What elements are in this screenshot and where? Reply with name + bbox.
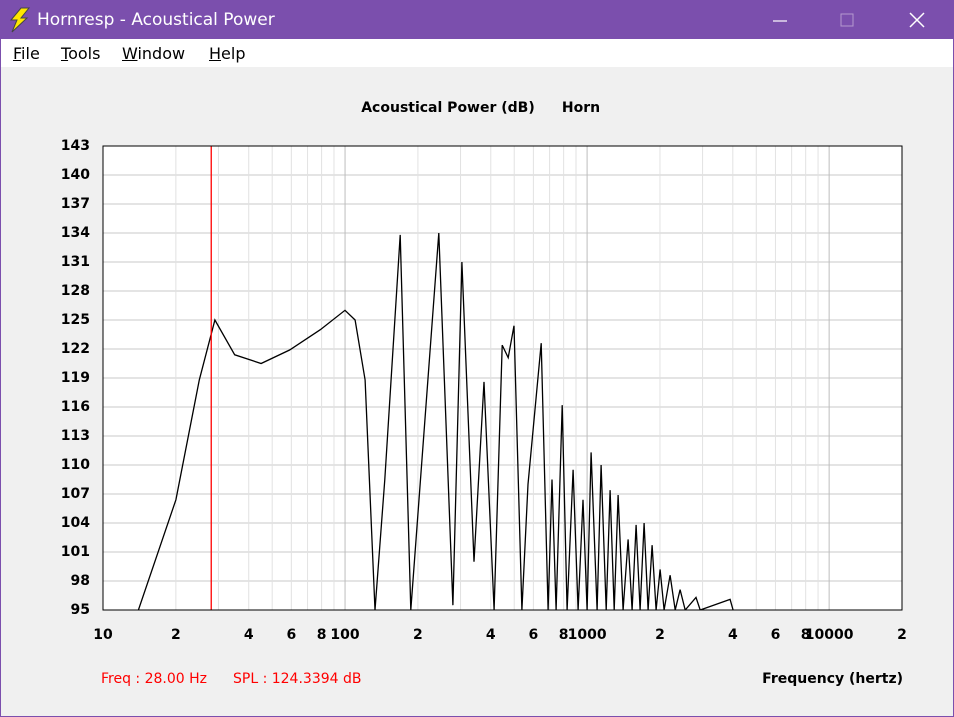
y-tick-label: 104 (61, 515, 90, 531)
y-tick-label: 95 (71, 602, 90, 618)
menu-item[interactable]: Tools (61, 44, 101, 63)
y-tick-label: 107 (61, 486, 90, 502)
y-tick-label: 122 (61, 341, 90, 357)
y-tick-label: 128 (61, 283, 90, 299)
x-tick-label: 4 (728, 627, 738, 643)
x-tick-label: 2 (655, 627, 665, 643)
window-title: Hornresp - Acoustical Power (37, 10, 275, 30)
y-tick-label: 101 (61, 544, 90, 560)
x-tick-label: 6 (529, 627, 539, 643)
x-tick-label: 2 (171, 627, 181, 643)
x-tick-label: 4 (486, 627, 496, 643)
y-tick-label: 137 (61, 196, 90, 212)
y-tick-label: 116 (61, 399, 90, 415)
y-tick-label: 113 (61, 428, 90, 444)
cursor-spl: SPL : 124.3394 dB (233, 671, 362, 687)
y-tick-label: 98 (71, 573, 90, 589)
cursor-freq: Freq : 28.00 Hz (101, 671, 207, 687)
menu-bar: File Tools Window Help (1, 39, 953, 67)
y-tick-label: 125 (61, 312, 90, 328)
y-tick-label: 110 (61, 457, 90, 473)
response-line (137, 232, 734, 610)
y-tick-label: 143 (61, 138, 90, 154)
chart-title: Acoustical Power (dB) (361, 100, 535, 116)
app-icon (9, 7, 31, 33)
x-tick-label: 100 (330, 627, 359, 643)
x-tick-label: 6 (771, 627, 781, 643)
maximize[interactable] (840, 13, 854, 27)
x-tick-label: 8 (801, 627, 811, 643)
x-tick-label: 6 (286, 627, 296, 643)
y-tick-label: 140 (61, 167, 90, 183)
menu-item[interactable]: File (13, 44, 40, 63)
chart-subtitle: Horn (562, 100, 600, 116)
close[interactable] (909, 12, 925, 28)
menu-item[interactable]: Help (209, 44, 246, 63)
x-tick-label: 10000 (805, 627, 854, 643)
x-tick-label: 1000 (568, 627, 607, 643)
window-controls[interactable] (773, 1, 953, 39)
title-bar: Hornresp - Acoustical Power (1, 1, 953, 39)
y-tick-label: 134 (61, 225, 90, 241)
x-tick-label: 2 (897, 627, 907, 643)
x-tick-label: 10 (93, 627, 113, 643)
plot-border (102, 145, 903, 611)
x-axis-label: Frequency (hertz) (762, 671, 903, 687)
x-tick-label: 4 (244, 627, 254, 643)
y-tick-label: 119 (61, 370, 90, 386)
menu-item[interactable]: Window (122, 44, 186, 63)
y-tick-label: 131 (61, 254, 90, 270)
x-tick-label: 2 (413, 627, 423, 643)
x-tick-label: 8 (317, 627, 327, 643)
x-tick-label: 8 (559, 627, 569, 643)
